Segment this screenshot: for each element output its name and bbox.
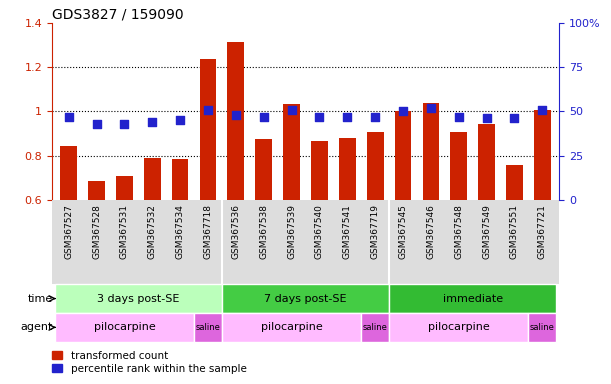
Text: GSM367546: GSM367546 <box>426 204 436 259</box>
Bar <box>227 42 244 200</box>
Text: GSM367539: GSM367539 <box>287 204 296 259</box>
Bar <box>55 313 194 342</box>
Bar <box>367 132 384 200</box>
Text: GSM367541: GSM367541 <box>343 204 352 259</box>
Text: saline: saline <box>363 323 387 332</box>
Bar <box>534 110 551 200</box>
Text: GSM367721: GSM367721 <box>538 204 547 259</box>
Text: GSM367538: GSM367538 <box>259 204 268 259</box>
Text: pilocarpine: pilocarpine <box>93 322 155 333</box>
Text: GSM367551: GSM367551 <box>510 204 519 259</box>
Text: GDS3827 / 159090: GDS3827 / 159090 <box>52 8 183 22</box>
Point <box>231 112 241 118</box>
Text: GSM367545: GSM367545 <box>398 204 408 259</box>
Text: GSM367532: GSM367532 <box>148 204 157 259</box>
Bar <box>450 132 467 200</box>
Bar <box>478 124 495 200</box>
Bar <box>506 166 523 200</box>
Point <box>398 108 408 114</box>
Bar <box>222 284 389 313</box>
Text: saline: saline <box>196 323 221 332</box>
Text: GSM367528: GSM367528 <box>92 204 101 259</box>
Bar <box>389 313 529 342</box>
Text: 7 days post-SE: 7 days post-SE <box>264 293 347 304</box>
Bar <box>55 284 222 313</box>
Text: GSM367718: GSM367718 <box>203 204 213 259</box>
Text: GSM367719: GSM367719 <box>371 204 379 259</box>
Bar <box>284 104 300 200</box>
Text: 3 days post-SE: 3 days post-SE <box>97 293 180 304</box>
Legend: transformed count, percentile rank within the sample: transformed count, percentile rank withi… <box>51 350 247 375</box>
Text: GSM367527: GSM367527 <box>64 204 73 259</box>
Text: saline: saline <box>530 323 555 332</box>
Text: GSM367536: GSM367536 <box>232 204 240 259</box>
Bar <box>194 313 222 342</box>
Bar <box>60 146 77 200</box>
Text: pilocarpine: pilocarpine <box>428 322 489 333</box>
Point <box>510 115 519 121</box>
Text: GSM367534: GSM367534 <box>175 204 185 259</box>
Point <box>342 114 352 120</box>
Point <box>147 119 157 125</box>
Bar <box>116 177 133 200</box>
Bar <box>529 313 556 342</box>
Bar <box>423 103 439 200</box>
Text: time: time <box>27 293 53 304</box>
Bar <box>222 313 361 342</box>
Bar <box>311 141 327 200</box>
Point <box>454 114 464 120</box>
Bar <box>144 158 161 200</box>
Point <box>538 106 547 113</box>
Point <box>92 121 101 127</box>
Text: GSM367549: GSM367549 <box>482 204 491 259</box>
Text: immediate: immediate <box>442 293 503 304</box>
Text: agent: agent <box>20 322 53 333</box>
Point <box>259 114 269 120</box>
Text: GSM367548: GSM367548 <box>454 204 463 259</box>
Point <box>175 117 185 123</box>
Text: GSM367531: GSM367531 <box>120 204 129 259</box>
Point <box>370 114 380 120</box>
Bar <box>255 139 272 200</box>
Text: GSM367540: GSM367540 <box>315 204 324 259</box>
Text: pilocarpine: pilocarpine <box>261 322 323 333</box>
Bar <box>361 313 389 342</box>
Point <box>481 115 491 121</box>
Bar <box>200 60 216 200</box>
Point <box>120 121 130 127</box>
Point <box>64 114 73 120</box>
Bar <box>172 159 188 200</box>
Bar <box>88 181 105 200</box>
Point <box>287 106 296 113</box>
Bar <box>395 111 411 200</box>
Point <box>203 106 213 113</box>
Bar <box>389 284 556 313</box>
Point <box>315 114 324 120</box>
Point <box>426 105 436 111</box>
Bar <box>339 138 356 200</box>
